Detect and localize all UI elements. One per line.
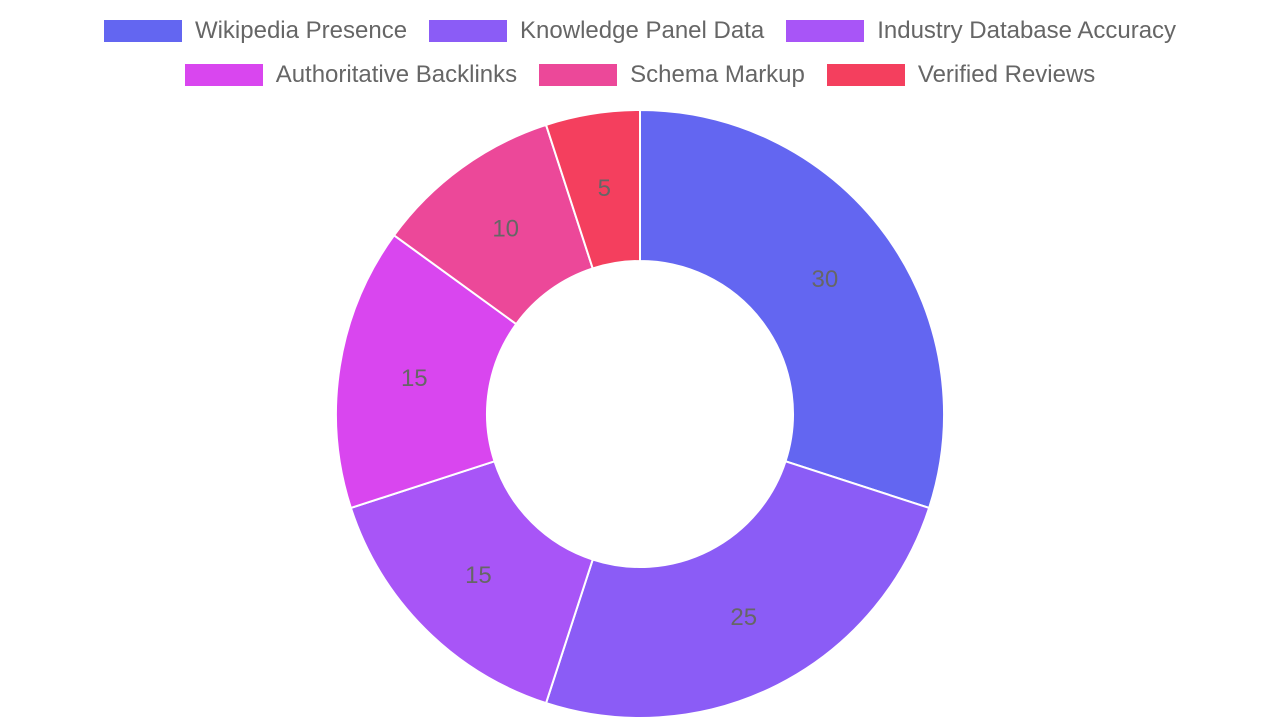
legend-label: Schema Markup — [630, 61, 805, 88]
legend-swatch — [826, 64, 905, 86]
legend-item-industry-database-accuracy[interactable]: Industry Database Accuracy — [786, 17, 1176, 45]
legend-swatch — [184, 64, 263, 86]
legend-row-1: Wikipedia Presence Knowledge Panel Data … — [103, 14, 1176, 48]
legend-row-2: Authoritative Backlinks Schema Markup Ve… — [184, 58, 1096, 92]
legend-swatch — [103, 20, 182, 42]
slice-value-label: 30 — [812, 266, 839, 293]
labels-group: 30 25 15 15 10 5 — [401, 175, 838, 631]
slice-knowledge-panel-data[interactable] — [544, 460, 931, 719]
legend-item-wikipedia-presence[interactable]: Wikipedia Presence — [103, 17, 408, 45]
legend-item-verified-reviews[interactable]: Verified Reviews — [826, 61, 1096, 89]
legend-item-authoritative-backlinks[interactable]: Authoritative Backlinks — [184, 61, 518, 89]
legend-label: Verified Reviews — [917, 61, 1096, 88]
slice-value-label: 15 — [401, 365, 428, 392]
slice-value-label: 10 — [492, 216, 519, 243]
slice-value-label: 25 — [730, 604, 757, 631]
slice-value-label: 5 — [598, 175, 611, 202]
legend-swatch — [539, 64, 618, 86]
slice-verified-reviews[interactable] — [544, 108, 641, 270]
legend-swatch — [429, 20, 508, 42]
legend-item-schema-markup[interactable]: Schema Markup — [539, 61, 805, 89]
legend-label: Authoritative Backlinks — [275, 61, 518, 88]
slices-group — [335, 108, 945, 719]
legend-label: Knowledge Panel Data — [520, 17, 765, 44]
slice-industry-database-accuracy[interactable] — [349, 460, 594, 705]
legend-item-knowledge-panel-data[interactable]: Knowledge Panel Data — [429, 17, 764, 45]
slice-authoritative-backlinks[interactable] — [335, 233, 518, 510]
legend-label: Industry Database Accuracy — [877, 17, 1177, 44]
slice-value-label: 15 — [465, 562, 492, 589]
slice-wikipedia-presence[interactable] — [639, 108, 945, 510]
legend-label: Wikipedia Presence — [194, 17, 408, 44]
legend-swatch — [786, 20, 865, 42]
chart-legend: Wikipedia Presence Knowledge Panel Data … — [0, 14, 1280, 92]
